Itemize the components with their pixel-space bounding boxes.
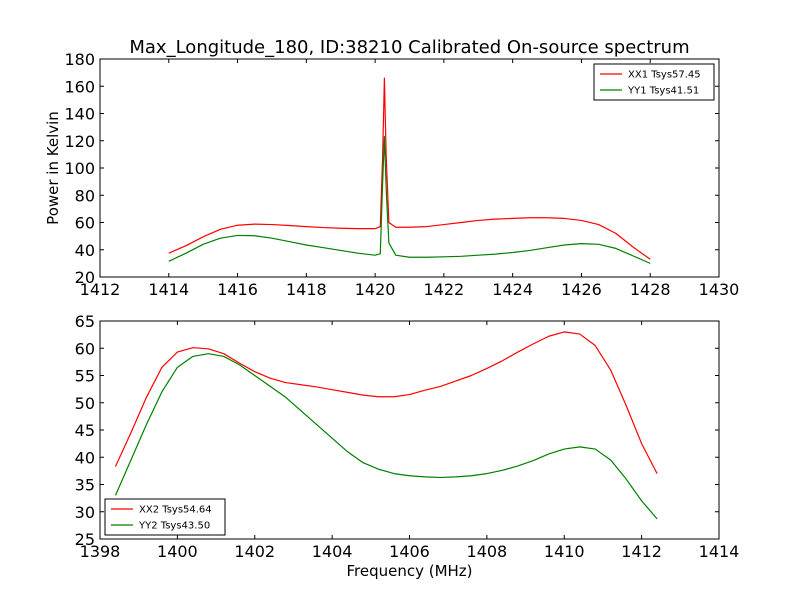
x-tick-label: 1430: [699, 280, 740, 299]
y-tick-label: 45: [75, 421, 95, 440]
y-tick-label: 140: [64, 105, 95, 124]
legend-box: [104, 498, 226, 536]
legend-label: XX1 Tsys57.45: [628, 70, 701, 81]
legend: XX1 Tsys57.45 YY1 Tsys41.51: [593, 63, 715, 101]
x-tick-label: 1424: [492, 280, 533, 299]
legend-label: YY1 Tsys41.51: [627, 86, 699, 97]
y-tick-label: 120: [64, 132, 95, 151]
series-line-yy2: [114, 353, 658, 520]
y-tick-label: 25: [75, 530, 95, 549]
x-tick-label: 1400: [157, 542, 198, 561]
x-tick-label: 1402: [234, 542, 275, 561]
x-tick-label: 1404: [312, 542, 353, 561]
x-tick-label: 1414: [148, 280, 189, 299]
x-tick-label: 1410: [544, 542, 585, 561]
y-tick-label: 30: [75, 503, 95, 522]
y-tick-label: 60: [75, 339, 95, 358]
y-tick-label: 40: [75, 241, 95, 260]
x-axis-label: Frequency (MHz): [346, 562, 472, 580]
y-tick-label: 50: [75, 394, 95, 413]
x-tick-label: 1408: [467, 542, 508, 561]
x-tick-label: 1414: [699, 542, 740, 561]
x-tick-label: 1416: [217, 280, 258, 299]
y-tick-label: 20: [75, 268, 95, 287]
y-tick-label: 180: [64, 50, 95, 69]
x-tick-label: 1406: [389, 542, 430, 561]
y-tick-label: 35: [75, 476, 95, 495]
legend-label: YY2 Tsys43.50: [138, 521, 210, 532]
y-tick-label: 55: [75, 367, 95, 386]
x-tick-label: 1428: [630, 280, 671, 299]
y-tick-label: 100: [64, 159, 95, 178]
chart-title: Max_Longitude_180, ID:38210 Calibrated O…: [129, 37, 689, 58]
legend-box: [593, 63, 715, 101]
x-tick-label: 1422: [424, 280, 465, 299]
x-tick-label: 1412: [621, 542, 662, 561]
series-line-xx1: [168, 77, 651, 260]
legend: XX2 Tsys54.64 YY2 Tsys43.50: [104, 498, 226, 536]
x-tick-label: 1398: [80, 542, 121, 561]
series-line-yy1: [168, 136, 651, 264]
y-tick-label: 65: [75, 312, 95, 331]
legend-label: XX2 Tsys54.64: [139, 505, 212, 516]
series-line-xx2: [114, 331, 658, 474]
x-tick-label: 1420: [355, 280, 396, 299]
x-tick-label: 1418: [286, 280, 327, 299]
y-tick-label: 60: [75, 214, 95, 233]
x-tick-label: 1412: [80, 280, 121, 299]
chart-panel-2: 1398 1400 1402 1404 1406 1408 1410 1412 1414 25 30…: [75, 312, 740, 580]
y-tick-label: 80: [75, 186, 95, 205]
chart-panel-1: 1412 1414 1416 1418 1420 1422 1424 1426 1428 1430…: [44, 37, 739, 299]
y-tick-label: 40: [75, 448, 95, 467]
y-tick-label: 160: [64, 77, 95, 96]
y-axis-label: Power in Kelvin: [44, 111, 62, 225]
x-tick-label: 1426: [561, 280, 602, 299]
